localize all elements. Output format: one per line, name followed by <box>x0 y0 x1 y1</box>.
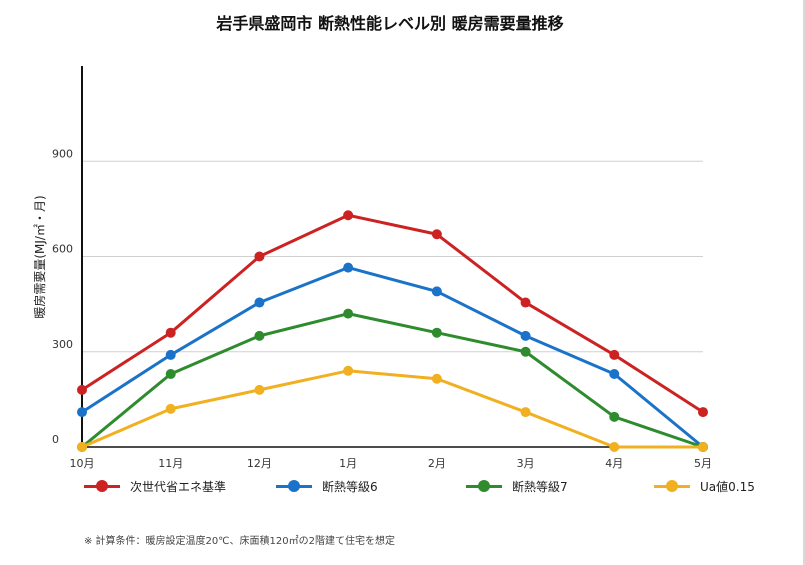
data-point <box>165 403 176 414</box>
frame-edge <box>803 0 805 565</box>
data-point <box>609 349 620 360</box>
data-point <box>77 407 87 418</box>
legend-item-1: 次世代省エネ基準 <box>84 476 226 496</box>
data-point <box>520 330 531 341</box>
data-point <box>520 297 531 308</box>
data-point <box>609 368 620 379</box>
series-lines <box>77 210 708 452</box>
legend-swatch <box>654 480 690 492</box>
legend-item-4: Ua値0.15 <box>654 476 755 496</box>
series-line <box>81 369 703 449</box>
data-point <box>609 442 620 452</box>
y-tick-labels: 0 300 600 900 <box>52 147 73 446</box>
data-point <box>254 297 265 308</box>
data-point <box>431 373 442 384</box>
data-point <box>431 286 442 297</box>
legend-item-3: 断熱等級7 <box>466 476 568 496</box>
x-tick-label: 10月 <box>70 457 95 470</box>
series-line <box>81 312 704 449</box>
data-point <box>431 229 442 240</box>
x-tick-label: 2月 <box>428 457 446 470</box>
data-point <box>254 251 265 262</box>
x-tick-label: 1月 <box>339 457 357 470</box>
legend-label: Ua値0.15 <box>700 479 755 494</box>
legend: 次世代省エネ基準 断熱等級6 断熱等級7 Ua値0.15 <box>0 476 805 498</box>
x-tick-label: 11月 <box>158 457 183 470</box>
y-tick-label: 0 <box>52 433 59 446</box>
x-tick-label: 12月 <box>247 457 272 470</box>
legend-swatch <box>84 480 120 492</box>
legend-swatch <box>276 480 312 492</box>
legend-item-2: 断熱等級6 <box>276 476 378 496</box>
data-point <box>165 368 176 379</box>
data-point <box>431 327 442 338</box>
series-1 <box>77 210 708 418</box>
data-point <box>165 349 176 360</box>
y-tick-label: 600 <box>52 243 73 256</box>
x-tick-label: 3月 <box>517 457 535 470</box>
data-point <box>343 262 354 273</box>
data-point <box>165 327 176 338</box>
y-tick-label: 300 <box>52 338 73 351</box>
legend-label: 断熱等級7 <box>512 479 568 494</box>
data-point <box>698 407 708 418</box>
legend-label: 断熱等級6 <box>322 479 378 494</box>
legend-label: 次世代省エネ基準 <box>130 479 227 494</box>
series-2 <box>77 262 708 452</box>
data-point <box>520 407 531 418</box>
chart-title: 岩手県盛岡市 断熱性能レベル別 暖房需要量推移 <box>216 14 564 33</box>
data-point <box>609 411 620 422</box>
x-tick-label: 4月 <box>605 457 623 470</box>
gridlines <box>82 160 703 353</box>
data-point <box>520 346 531 357</box>
x-tick-label: 5月 <box>694 457 712 470</box>
footnote: ※ 計算条件：暖房設定温度20℃、床面積120㎡の2階建て住宅を想定 <box>84 536 395 547</box>
data-point <box>254 384 265 395</box>
series-line <box>81 266 704 449</box>
y-tick-label: 900 <box>52 147 73 160</box>
data-point <box>343 365 354 376</box>
data-point <box>77 384 87 395</box>
x-tick-labels: 10月 11月 12月 1月 2月 3月 4月 5月 <box>70 457 713 470</box>
y-axis-label: 暖房需要量(MJ/㎡・月) <box>32 195 47 318</box>
data-point <box>77 442 87 452</box>
data-point <box>343 210 354 221</box>
data-point <box>254 330 265 341</box>
series-4 <box>77 365 708 452</box>
data-point <box>698 442 708 452</box>
data-point <box>343 308 354 319</box>
series-line <box>81 213 704 414</box>
legend-swatch <box>466 480 502 492</box>
